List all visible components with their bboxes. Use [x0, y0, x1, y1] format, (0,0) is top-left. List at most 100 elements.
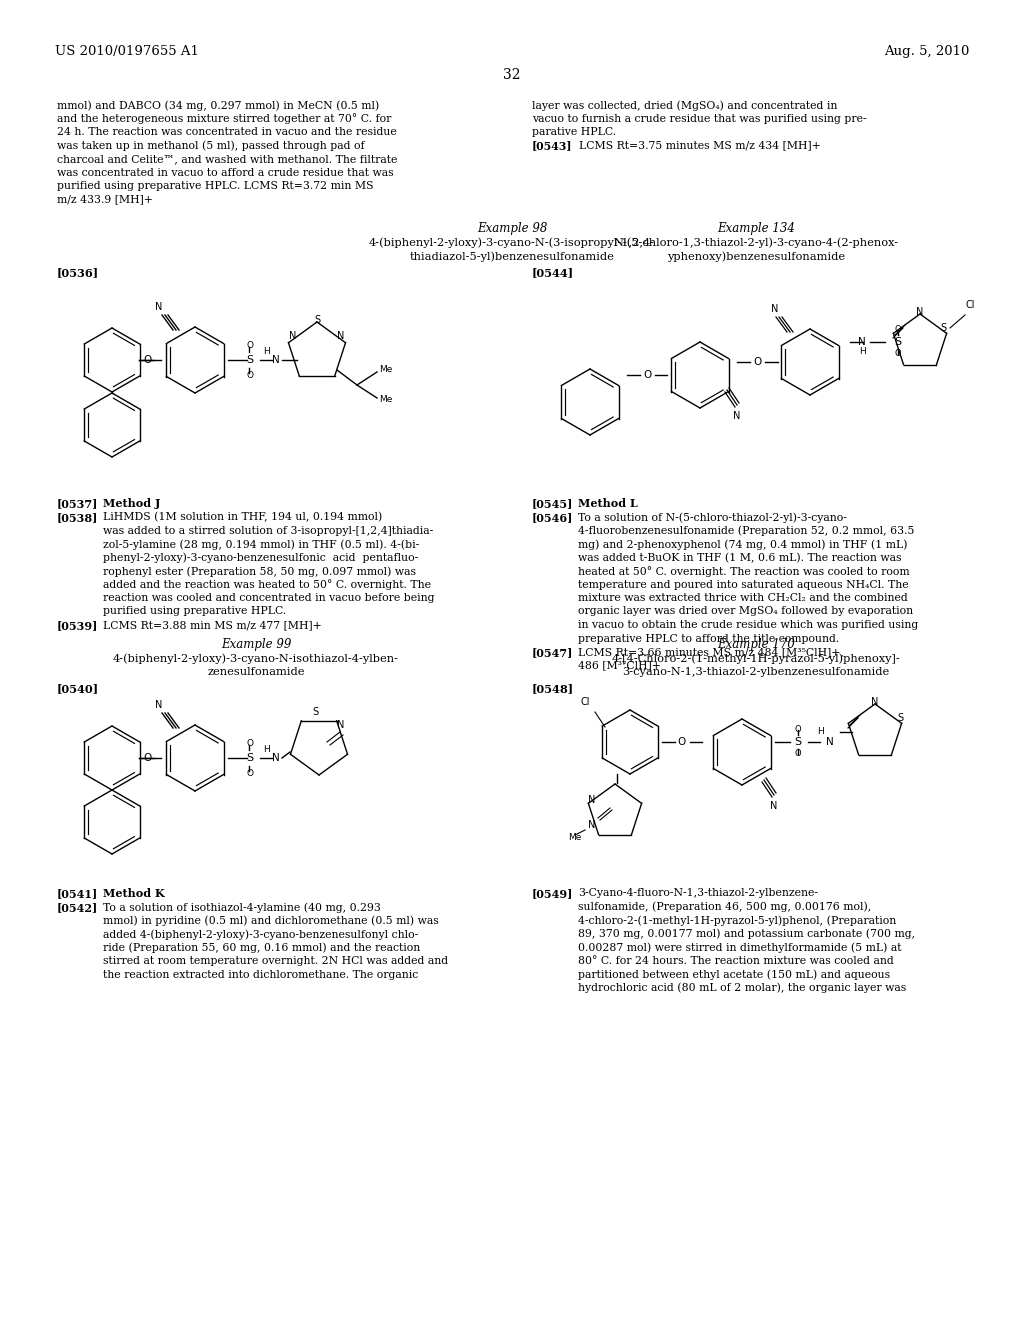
Text: stirred at room temperature overnight. 2N HCl was added and: stirred at room temperature overnight. 2…: [103, 956, 449, 966]
Text: 80° C. for 24 hours. The reaction mixture was cooled and: 80° C. for 24 hours. The reaction mixtur…: [578, 956, 894, 965]
Text: [0543]: [0543]: [532, 140, 572, 152]
Text: [0540]: [0540]: [57, 682, 99, 694]
Text: O: O: [144, 355, 153, 366]
Text: parative HPLC.: parative HPLC.: [532, 127, 616, 137]
Text: O: O: [895, 326, 901, 334]
Text: N: N: [733, 411, 740, 421]
Text: N: N: [589, 795, 596, 805]
Text: US 2010/0197655 A1: US 2010/0197655 A1: [55, 45, 199, 58]
Text: Me: Me: [568, 833, 582, 842]
Text: Example 170: Example 170: [717, 638, 795, 651]
Text: N: N: [272, 752, 280, 763]
Text: the reaction extracted into dichloromethane. The organic: the reaction extracted into dichlorometh…: [103, 969, 418, 979]
Text: N: N: [290, 331, 297, 341]
Text: LCMS Rt=3.75 minutes MS m/z 434 [MH]+: LCMS Rt=3.75 minutes MS m/z 434 [MH]+: [579, 140, 821, 150]
Text: S: S: [247, 355, 254, 366]
Text: organic layer was dried over MgSO₄ followed by evaporation: organic layer was dried over MgSO₄ follo…: [578, 606, 913, 616]
Text: purified using preparative HPLC.: purified using preparative HPLC.: [103, 606, 287, 616]
Text: S: S: [940, 323, 946, 333]
Text: [0538]: [0538]: [57, 512, 98, 523]
Text: N-(5-chloro-1,3-thiazol-2-yl)-3-cyano-4-(2-phenox-: N-(5-chloro-1,3-thiazol-2-yl)-3-cyano-4-…: [613, 238, 899, 248]
Text: added and the reaction was heated to 50° C. overnight. The: added and the reaction was heated to 50°…: [103, 579, 431, 590]
Text: Me: Me: [379, 396, 392, 404]
Text: Aug. 5, 2010: Aug. 5, 2010: [884, 45, 969, 58]
Text: [0547]: [0547]: [532, 647, 573, 657]
Text: mg) and 2-phenoxyphenol (74 mg, 0.4 mmol) in THF (1 mL): mg) and 2-phenoxyphenol (74 mg, 0.4 mmol…: [578, 539, 907, 549]
Text: O: O: [247, 768, 254, 777]
Text: H: H: [263, 347, 270, 356]
Text: 4-chloro-2-(1-methyl-1H-pyrazol-5-yl)phenol, (Preparation: 4-chloro-2-(1-methyl-1H-pyrazol-5-yl)phe…: [578, 915, 896, 925]
Text: 89, 370 mg, 0.00177 mol) and potassium carbonate (700 mg,: 89, 370 mg, 0.00177 mol) and potassium c…: [578, 928, 915, 939]
Text: 4-(biphenyl-2-yloxy)-3-cyano-N-(3-isopropyl-1,2,4-: 4-(biphenyl-2-yloxy)-3-cyano-N-(3-isopro…: [369, 238, 655, 248]
Text: Example 134: Example 134: [717, 222, 795, 235]
Text: rophenyl ester (Preparation 58, 50 mg, 0.097 mmol) was: rophenyl ester (Preparation 58, 50 mg, 0…: [103, 566, 416, 577]
Text: layer was collected, dried (MgSO₄) and concentrated in: layer was collected, dried (MgSO₄) and c…: [532, 100, 838, 111]
Text: H: H: [816, 727, 823, 737]
Text: [0549]: [0549]: [532, 888, 573, 899]
Text: 4-(biphenyl-2-yloxy)-3-cyano-N-isothiazol-4-ylben-: 4-(biphenyl-2-yloxy)-3-cyano-N-isothiazo…: [113, 653, 399, 664]
Text: LCMS Rt=3.66 minutes MS m/z 484 [M³⁵ClH]+,: LCMS Rt=3.66 minutes MS m/z 484 [M³⁵ClH]…: [578, 647, 844, 657]
Text: [0537]: [0537]: [57, 498, 98, 510]
Text: S: S: [897, 713, 903, 723]
Text: preparative HPLC to afford the title compound.: preparative HPLC to afford the title com…: [578, 634, 840, 644]
Text: S: S: [314, 315, 321, 325]
Text: was added t-BuOK in THF (1 M, 0.6 mL). The reaction was: was added t-BuOK in THF (1 M, 0.6 mL). T…: [578, 553, 901, 562]
Text: Method K: Method K: [103, 888, 165, 899]
Text: added 4-(biphenyl-2-yloxy)-3-cyano-benzenesulfonyl chlo-: added 4-(biphenyl-2-yloxy)-3-cyano-benze…: [103, 929, 418, 940]
Text: 4-fluorobenzenesulfonamide (Preparation 52, 0.2 mmol, 63.5: 4-fluorobenzenesulfonamide (Preparation …: [578, 525, 914, 536]
Text: [0546]: [0546]: [532, 512, 573, 523]
Text: O: O: [247, 738, 254, 747]
Text: LiHMDS (1M solution in THF, 194 ul, 0.194 mmol): LiHMDS (1M solution in THF, 194 ul, 0.19…: [103, 512, 382, 523]
Text: charcoal and Celite™, and washed with methanol. The filtrate: charcoal and Celite™, and washed with me…: [57, 154, 397, 164]
Text: in vacuo to obtain the crude residue which was purified using: in vacuo to obtain the crude residue whi…: [578, 620, 919, 630]
Text: N: N: [272, 355, 280, 366]
Text: Example 99: Example 99: [221, 638, 291, 651]
Text: S: S: [312, 708, 318, 717]
Text: N: N: [337, 331, 345, 341]
Text: temperature and poured into saturated aqueous NH₄Cl. The: temperature and poured into saturated aq…: [578, 579, 908, 590]
Text: O: O: [247, 371, 254, 380]
Text: purified using preparative HPLC. LCMS Rt=3.72 min MS: purified using preparative HPLC. LCMS Rt…: [57, 181, 374, 191]
Text: 4-[4-Chloro-2-(1-methyl-1H-pyrazol-5-yl)phenoxy]-: 4-[4-Chloro-2-(1-methyl-1H-pyrazol-5-yl)…: [611, 653, 900, 664]
Text: O: O: [895, 350, 901, 359]
Text: was taken up in methanol (5 ml), passed through pad of: was taken up in methanol (5 ml), passed …: [57, 140, 365, 150]
Text: H: H: [263, 746, 270, 755]
Text: thiadiazol-5-yl)benzenesulfonamide: thiadiazol-5-yl)benzenesulfonamide: [410, 251, 614, 261]
Text: H: H: [859, 347, 865, 356]
Text: N: N: [589, 820, 596, 830]
Text: O: O: [795, 726, 802, 734]
Text: was concentrated in vacuo to afford a crude residue that was: was concentrated in vacuo to afford a cr…: [57, 168, 393, 177]
Text: N: N: [156, 302, 163, 312]
Text: [0544]: [0544]: [532, 267, 574, 279]
Text: Method J: Method J: [103, 498, 161, 510]
Text: Cl: Cl: [581, 697, 590, 708]
Text: 32: 32: [503, 69, 521, 82]
Text: N: N: [771, 304, 778, 314]
Text: Method L: Method L: [578, 498, 638, 510]
Text: reaction was cooled and concentrated in vacuo before being: reaction was cooled and concentrated in …: [103, 593, 434, 603]
Text: LCMS Rt=3.88 min MS m/z 477 [MH]+: LCMS Rt=3.88 min MS m/z 477 [MH]+: [103, 620, 322, 630]
Text: N: N: [916, 308, 924, 317]
Text: 0.00287 mol) were stirred in dimethylformamide (5 mL) at: 0.00287 mol) were stirred in dimethylfor…: [578, 942, 901, 953]
Text: vacuo to furnish a crude residue that was purified using pre-: vacuo to furnish a crude residue that wa…: [532, 114, 866, 124]
Text: N: N: [871, 697, 879, 708]
Text: N: N: [770, 801, 777, 810]
Text: zol-5-ylamine (28 mg, 0.194 mmol) in THF (0.5 ml). 4-(bi-: zol-5-ylamine (28 mg, 0.194 mmol) in THF…: [103, 539, 419, 549]
Text: was added to a stirred solution of 3-isopropyl-[1,2,4]thiadia-: was added to a stirred solution of 3-iso…: [103, 525, 433, 536]
Text: 3-Cyano-4-fluoro-N-1,3-thiazol-2-ylbenzene-: 3-Cyano-4-fluoro-N-1,3-thiazol-2-ylbenze…: [578, 888, 818, 898]
Text: hydrochloric acid (80 mL of 2 molar), the organic layer was: hydrochloric acid (80 mL of 2 molar), th…: [578, 982, 906, 993]
Text: To a solution of N-(5-chloro-thiazol-2-yl)-3-cyano-: To a solution of N-(5-chloro-thiazol-2-y…: [578, 512, 847, 523]
Text: zenesulfonamide: zenesulfonamide: [207, 667, 305, 677]
Text: 3-cyano-N-1,3-thiazol-2-ylbenzenesulfonamide: 3-cyano-N-1,3-thiazol-2-ylbenzenesulfona…: [623, 667, 890, 677]
Text: partitioned between ethyl acetate (150 mL) and aqueous: partitioned between ethyl acetate (150 m…: [578, 969, 890, 979]
Text: mmol) in pyridine (0.5 ml) and dichloromethane (0.5 ml) was: mmol) in pyridine (0.5 ml) and dichlorom…: [103, 916, 438, 927]
Text: N: N: [826, 737, 834, 747]
Text: m/z 433.9 [MH]+: m/z 433.9 [MH]+: [57, 194, 153, 205]
Text: O: O: [678, 737, 686, 747]
Text: mixture was extracted thrice with CH₂Cl₂ and the combined: mixture was extracted thrice with CH₂Cl₂…: [578, 593, 907, 603]
Text: [0541]: [0541]: [57, 888, 98, 899]
Text: 486 [M³⁷ClH]+: 486 [M³⁷ClH]+: [578, 660, 660, 671]
Text: and the heterogeneous mixture stirred together at 70° C. for: and the heterogeneous mixture stirred to…: [57, 114, 391, 124]
Text: N: N: [858, 337, 866, 347]
Text: heated at 50° C. overnight. The reaction was cooled to room: heated at 50° C. overnight. The reaction…: [578, 566, 909, 577]
